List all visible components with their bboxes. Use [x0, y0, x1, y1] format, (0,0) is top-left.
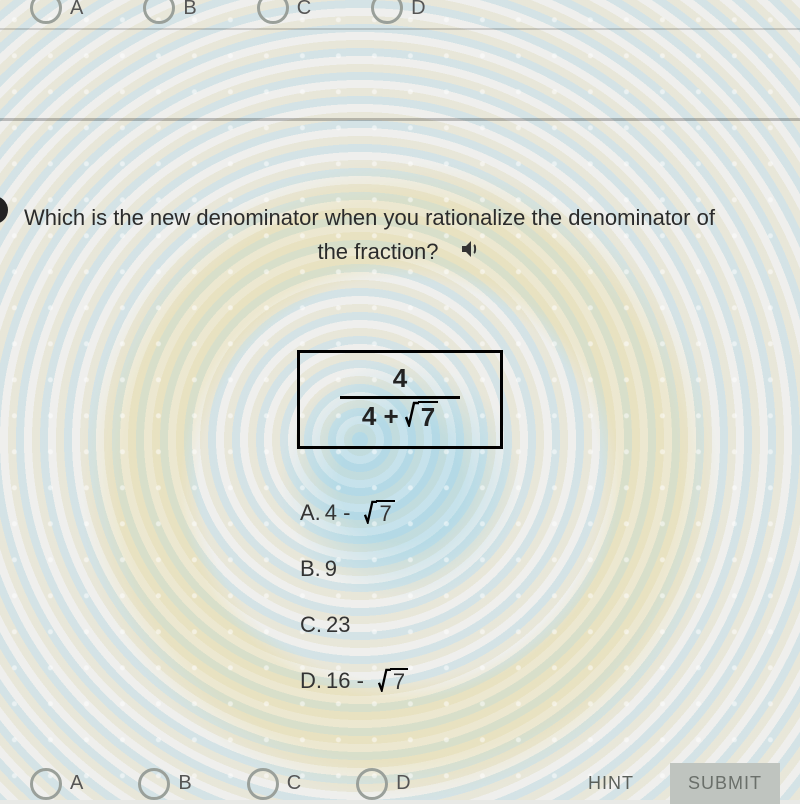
choice-b[interactable]: B. 9 — [300, 556, 408, 582]
option-a-label: A — [70, 772, 83, 795]
prev-option-d-label: D — [411, 0, 425, 20]
radio-circle-icon — [143, 0, 175, 24]
prev-option-c[interactable]: C — [257, 0, 311, 24]
radio-circle-icon — [356, 768, 388, 800]
answer-choices: A. 4 - 7 B. 9 C. 23 D. 16 - 7 — [300, 500, 408, 694]
question-text: Which is the new denominator when you ra… — [0, 205, 800, 267]
choice-a[interactable]: A. 4 - 7 — [300, 500, 408, 526]
prev-option-d[interactable]: D — [371, 0, 425, 24]
question-line-1: Which is the new denominator when you ra… — [20, 205, 780, 231]
answer-option-radios: A B C D — [30, 768, 411, 800]
prev-option-b-label: B — [183, 0, 196, 20]
submit-button[interactable]: SUBMIT — [670, 763, 780, 804]
denominator-radicand: 7 — [418, 401, 438, 432]
sqrt-icon: 7 — [405, 401, 438, 432]
choice-d-prefix: D. — [300, 668, 322, 694]
sqrt-icon: 7 — [378, 668, 408, 694]
fraction-denominator: 4 + 7 — [362, 399, 438, 432]
radio-circle-icon — [371, 0, 403, 24]
radio-circle-icon — [30, 768, 62, 800]
choice-c-text: 23 — [326, 612, 350, 638]
option-b-label: B — [178, 772, 191, 795]
radio-circle-icon — [247, 768, 279, 800]
prev-option-b[interactable]: B — [143, 0, 196, 24]
bottom-bar: A B C D HINT SUBMIT — [30, 763, 780, 804]
divider-line — [0, 28, 800, 30]
hint-button[interactable]: HINT — [582, 772, 640, 795]
previous-question-options: A B C D — [30, 0, 426, 24]
prev-option-a[interactable]: A — [30, 0, 83, 24]
prev-option-a-label: A — [70, 0, 83, 20]
choice-d-radicand: 7 — [390, 668, 408, 694]
option-c-label: C — [287, 772, 301, 795]
choice-d[interactable]: D. 16 - 7 — [300, 668, 408, 694]
fraction-numerator: 4 — [387, 363, 413, 396]
sqrt-icon: 7 — [364, 500, 394, 526]
choice-b-text: 9 — [325, 556, 337, 582]
radio-circle-icon — [257, 0, 289, 24]
option-d[interactable]: D — [356, 768, 410, 800]
option-d-label: D — [396, 772, 410, 795]
choice-a-text: 4 - — [325, 500, 351, 526]
fraction-expression: 4 4 + 7 — [297, 350, 503, 449]
denominator-left: 4 + — [362, 401, 399, 432]
choice-d-text: 16 - — [326, 668, 364, 694]
choice-a-radicand: 7 — [376, 500, 394, 526]
choice-b-prefix: B. — [300, 556, 321, 582]
option-c[interactable]: C — [247, 768, 301, 800]
choice-c[interactable]: C. 23 — [300, 612, 408, 638]
option-a[interactable]: A — [30, 768, 83, 800]
radio-circle-icon — [30, 0, 62, 24]
section-divider — [0, 118, 800, 121]
question-line-2: the fraction? — [317, 239, 438, 265]
prev-option-c-label: C — [297, 0, 311, 20]
choice-a-prefix: A. — [300, 500, 321, 526]
speaker-icon[interactable] — [459, 237, 483, 267]
option-b[interactable]: B — [138, 768, 191, 800]
radio-circle-icon — [138, 768, 170, 800]
choice-c-prefix: C. — [300, 612, 322, 638]
